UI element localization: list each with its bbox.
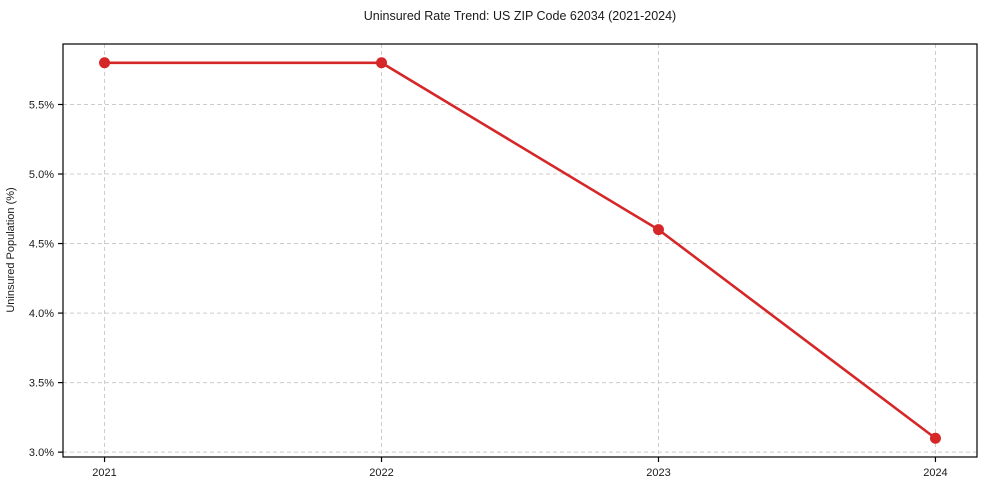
- data-point-marker: [99, 57, 111, 69]
- y-tick-label: 4.0%: [29, 308, 54, 320]
- x-tick-label: 2021: [92, 467, 116, 479]
- axis-tick-labels: 3.0% 3.5% 4.0% 4.5% 5.0% 5.5% 2021 2022 2023 2024: [29, 99, 948, 479]
- data-point-marker: [652, 224, 664, 236]
- data-series: [99, 57, 941, 444]
- trend-line: [103, 61, 937, 440]
- x-tick-label: 2024: [923, 467, 947, 479]
- y-tick-label: 5.5%: [29, 99, 54, 111]
- y-tick-label: 5.0%: [29, 169, 54, 181]
- x-tick-label: 2022: [369, 467, 393, 479]
- gridlines: [63, 44, 977, 457]
- y-tick-label: 3.0%: [29, 447, 54, 459]
- axis-ticks: [58, 103, 937, 462]
- y-axis-label: Uninsured Population (%): [5, 187, 17, 312]
- data-point-marker: [929, 432, 941, 444]
- y-tick-label: 3.5%: [29, 378, 54, 390]
- plot-border: [62, 43, 978, 458]
- data-point-marker: [376, 57, 388, 69]
- y-tick-label: 4.5%: [29, 239, 54, 251]
- x-tick-label: 2023: [646, 467, 670, 479]
- chart-title: Uninsured Rate Trend: US ZIP Code 62034 …: [364, 9, 676, 23]
